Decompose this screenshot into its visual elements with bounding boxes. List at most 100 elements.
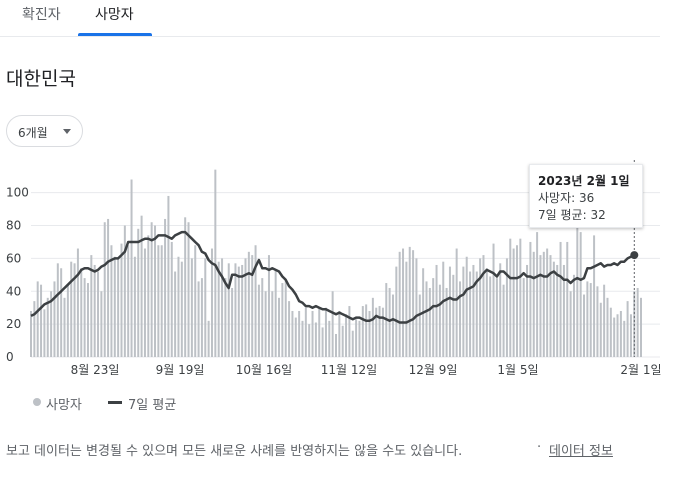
bar (117, 258, 120, 357)
bar (556, 264, 559, 357)
bar (123, 225, 126, 357)
y-tick-label: 60 (6, 251, 21, 265)
bar (271, 291, 274, 357)
bar (70, 261, 73, 357)
bar (438, 284, 441, 357)
bar (204, 258, 207, 357)
tooltip-average-value: 32 (590, 208, 606, 222)
bar (418, 294, 421, 357)
footer-separator: · (537, 440, 542, 455)
bar (328, 320, 331, 357)
bar (395, 266, 398, 357)
bar (619, 310, 622, 357)
bar (412, 250, 415, 357)
bar (576, 225, 579, 357)
bar (358, 320, 361, 357)
bar (475, 271, 478, 357)
bar (160, 245, 163, 357)
bar (194, 245, 197, 357)
bar (445, 287, 448, 357)
bar (539, 255, 542, 357)
bar (469, 271, 472, 357)
bar (86, 283, 89, 357)
legend-bars-swatch (33, 398, 41, 406)
tab-confirmed[interactable]: 확진자 (22, 7, 61, 23)
bar (442, 261, 445, 357)
bar (415, 258, 418, 357)
dropdown-caret-icon (63, 129, 71, 134)
bar (425, 281, 428, 357)
bar (154, 225, 157, 357)
bar (408, 246, 411, 357)
bar (36, 281, 39, 357)
bar (80, 268, 83, 357)
bar (402, 248, 405, 357)
bar (33, 301, 36, 357)
bar (603, 284, 606, 357)
legend-line-swatch (108, 401, 122, 404)
highlight-point (630, 251, 639, 260)
data-info-link[interactable]: 데이터 정보 (549, 444, 613, 459)
bar (288, 301, 291, 357)
bar (278, 297, 281, 357)
bar (50, 291, 53, 357)
period-dropdown[interactable]: 6개월 (6, 115, 83, 147)
deaths-chart[interactable]: 0 20 40 60 80 100 8월 23일 9월 19일 10월 16일 11월 12일 12… (0, 150, 685, 385)
bar (177, 256, 180, 357)
bar (348, 306, 351, 357)
region-title: 대한민국 (6, 68, 76, 90)
bar (465, 256, 468, 357)
bar (254, 245, 257, 357)
tooltip-average: 7일 평균: 32 (538, 208, 606, 222)
tab-divider (0, 36, 660, 37)
bar (210, 248, 213, 357)
x-tick-label: 12월 9일 (409, 363, 458, 377)
bar (629, 314, 632, 357)
bar (221, 258, 224, 357)
bar (361, 306, 364, 357)
bar (572, 274, 575, 357)
bar (60, 268, 63, 357)
legend-line-label: 7일 평균 (128, 398, 177, 413)
y-tick-label: 100 (6, 186, 29, 200)
bar (281, 283, 284, 357)
bar (549, 255, 552, 357)
bar (180, 261, 183, 357)
bar (606, 297, 609, 357)
bar (90, 255, 93, 357)
bar (143, 248, 146, 357)
bar (207, 320, 210, 357)
y-tick-label: 20 (6, 317, 21, 331)
bar (224, 278, 227, 357)
bar (301, 320, 304, 357)
bar (640, 297, 642, 357)
bar (495, 278, 498, 357)
bar (66, 284, 69, 357)
bar (261, 278, 264, 357)
average-line (30, 230, 635, 324)
bar (589, 283, 592, 357)
x-tick-label: 10월 16일 (236, 363, 292, 377)
bar (351, 330, 354, 357)
bar (529, 241, 532, 357)
bar (130, 179, 133, 357)
bar (459, 281, 462, 357)
bar (522, 278, 525, 357)
bar (509, 238, 512, 357)
bar (566, 241, 569, 357)
bar (532, 251, 535, 357)
bar (368, 310, 371, 357)
bar (43, 309, 46, 357)
bar (542, 251, 545, 357)
bar (46, 297, 49, 357)
x-tick-label: 9월 19일 (156, 363, 205, 377)
bar (140, 215, 143, 357)
bar (546, 248, 549, 357)
bar (241, 264, 244, 357)
period-label: 6개월 (18, 126, 48, 140)
bar (83, 278, 86, 357)
bar (365, 304, 368, 357)
tab-deaths[interactable]: 사망자 (95, 7, 134, 23)
bar (331, 291, 334, 357)
tooltip-average-label: 7일 평균 (538, 208, 583, 222)
